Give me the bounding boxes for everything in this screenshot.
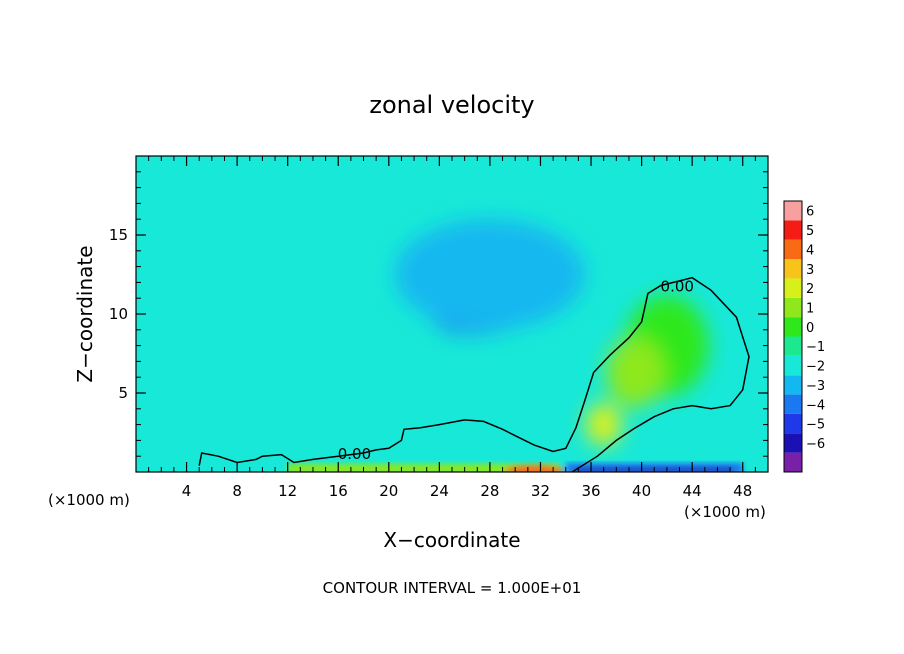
x-tick-label: 12 — [278, 482, 297, 500]
colorbar-swatch — [784, 278, 802, 298]
colorbar-swatch — [784, 317, 802, 337]
colorbar-frame — [783, 200, 803, 473]
colorbar-label: 0 — [806, 321, 814, 336]
chart-title: zonal velocity — [369, 91, 534, 119]
x-tick-label: 20 — [379, 482, 398, 500]
colorbar-label: 4 — [806, 243, 814, 258]
contour-label: 0.00 — [338, 445, 371, 463]
x-axis-label: X−coordinate — [383, 528, 520, 552]
x-tick-label: 16 — [329, 482, 348, 500]
zero-contour-line — [198, 276, 750, 472]
colorbar-swatch — [784, 259, 802, 279]
positive-core — [606, 337, 665, 408]
x-tick-label: 28 — [480, 482, 499, 500]
y-tick-label: 5 — [118, 384, 128, 402]
colorbar-swatch — [784, 452, 802, 472]
colorbar-label: 2 — [806, 282, 814, 297]
x-tick-label: 40 — [632, 482, 651, 500]
colorbar-label: 3 — [806, 263, 814, 278]
y-tick-label: 15 — [109, 226, 128, 244]
colorbar-swatch — [784, 297, 802, 318]
x-unit-left: (×1000 m) — [48, 491, 130, 509]
colorbar-label: −4 — [806, 398, 825, 413]
plot-area — [136, 156, 768, 472]
colorbar-label: −3 — [806, 379, 825, 394]
colorbar-label: 5 — [806, 224, 814, 239]
y-tick-label: 10 — [109, 305, 128, 323]
surface-positive-max — [504, 465, 565, 472]
colorbar-swatch — [784, 355, 802, 376]
colorbar-label: 6 — [806, 205, 814, 220]
colorbar-swatch — [784, 433, 802, 453]
colorbar-label: 1 — [806, 301, 814, 316]
colorbar-swatch — [784, 336, 802, 356]
x-tick-label: 32 — [531, 482, 550, 500]
x-tick-label: 36 — [581, 482, 600, 500]
velocity-field — [136, 156, 768, 472]
x-tick-label: 44 — [683, 482, 702, 500]
colorbar-swatch — [784, 413, 802, 434]
x-unit-right: (×1000 m) — [684, 503, 766, 521]
contour-interval-note: CONTOUR INTERVAL = 1.000E+01 — [323, 579, 582, 597]
x-tick-label: 8 — [232, 482, 242, 500]
positive-core — [585, 403, 622, 447]
x-tick-label: 4 — [182, 482, 192, 500]
y-axis-label: Z−coordinate — [73, 245, 97, 382]
contour-label: 0.00 — [661, 278, 694, 296]
colorbar: 6 5 4 3 2 1 0 −1 −2 −3 −4 −5 −6 — [783, 200, 825, 473]
surface-positive-band — [287, 464, 560, 472]
colorbar-label: −2 — [806, 360, 825, 375]
colorbar-swatch — [784, 375, 802, 395]
y-axis-ticks: 5 10 15 — [109, 171, 768, 457]
colorbar-label: −6 — [806, 437, 825, 452]
colorbar-swatch — [784, 394, 802, 414]
negative-region — [394, 219, 585, 330]
colorbar-swatch — [784, 201, 802, 221]
colorbar-swatch — [784, 220, 802, 240]
x-axis-ticks: 4 8 12 16 20 24 28 32 36 40 44 48 — [148, 156, 756, 500]
colorbar-label: −1 — [806, 340, 825, 355]
x-tick-label: 24 — [430, 482, 449, 500]
colorbar-swatch — [784, 239, 802, 260]
colorbar-label: −5 — [806, 418, 825, 433]
contour-labels: 0.00 0.00 — [338, 278, 694, 463]
x-tick-label: 48 — [733, 482, 752, 500]
